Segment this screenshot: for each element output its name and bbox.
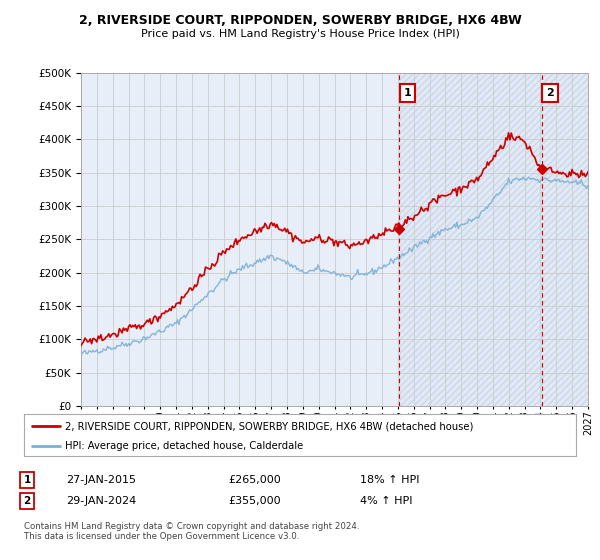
Text: £265,000: £265,000 [228,475,281,485]
Text: HPI: Average price, detached house, Calderdale: HPI: Average price, detached house, Cald… [65,441,304,451]
Text: £355,000: £355,000 [228,496,281,506]
Text: 2: 2 [547,88,554,98]
Text: 2, RIVERSIDE COURT, RIPPONDEN, SOWERBY BRIDGE, HX6 4BW (detached house): 2, RIVERSIDE COURT, RIPPONDEN, SOWERBY B… [65,421,474,431]
Text: 2: 2 [23,496,31,506]
Text: Contains HM Land Registry data © Crown copyright and database right 2024.
This d: Contains HM Land Registry data © Crown c… [24,522,359,542]
Text: 27-JAN-2015: 27-JAN-2015 [66,475,136,485]
Text: Price paid vs. HM Land Registry's House Price Index (HPI): Price paid vs. HM Land Registry's House … [140,29,460,39]
Bar [399,73,588,406]
Text: 18% ↑ HPI: 18% ↑ HPI [360,475,419,485]
Text: 4% ↑ HPI: 4% ↑ HPI [360,496,413,506]
Text: 2, RIVERSIDE COURT, RIPPONDEN, SOWERBY BRIDGE, HX6 4BW: 2, RIVERSIDE COURT, RIPPONDEN, SOWERBY B… [79,14,521,27]
Text: 1: 1 [404,88,412,98]
Text: 29-JAN-2024: 29-JAN-2024 [66,496,136,506]
Text: 1: 1 [23,475,31,485]
